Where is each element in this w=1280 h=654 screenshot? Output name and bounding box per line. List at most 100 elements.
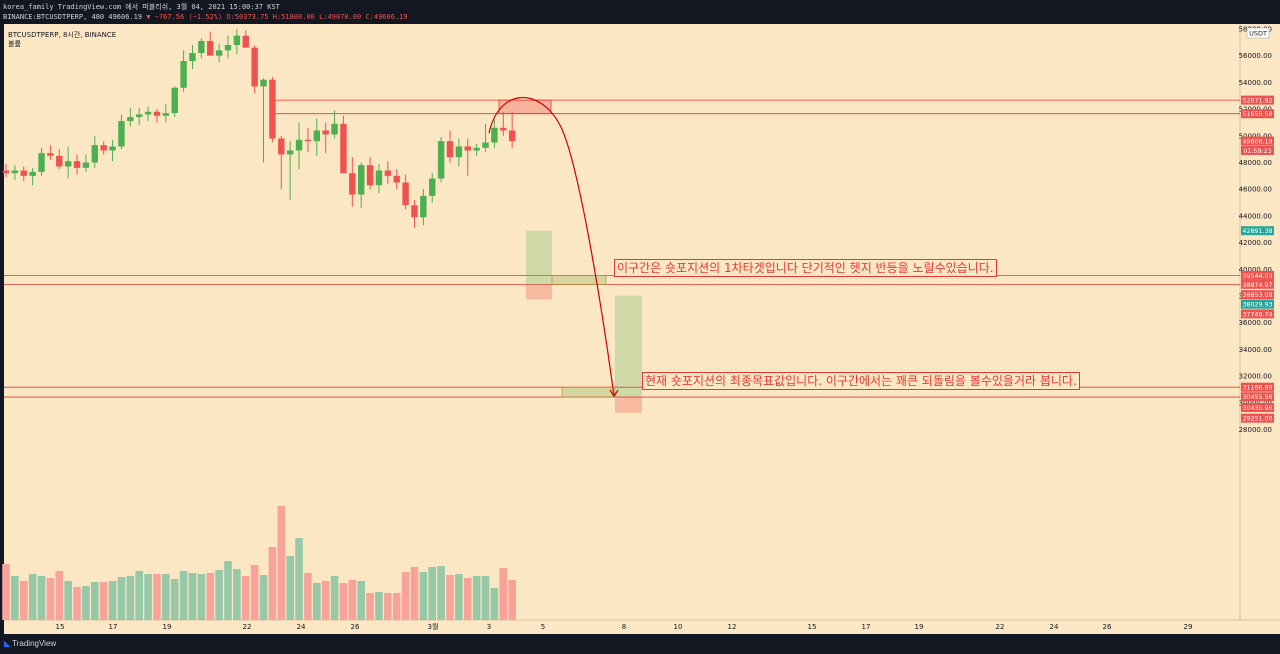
candle-body: [144, 111, 152, 115]
x-tick-label: 12: [728, 623, 737, 631]
ohlc-line: BINANCE:BTCUSDTPERP, 480 49606.19 ▼ −767…: [3, 12, 408, 22]
price-chart[interactable]: BTCUSDTPERP, 8시간, BINANCE볼륨28000.0030000…: [0, 24, 1280, 634]
ohlc-values: O:50373.75 H:51800.00 L:49070.00 C:49606…: [226, 13, 408, 21]
price-label-box: [1241, 299, 1274, 309]
first-target-range-box: [551, 275, 607, 285]
candle-body: [331, 123, 338, 135]
y-tick-label: 32000.00: [1239, 373, 1272, 381]
volume-bar: [455, 574, 463, 620]
volume-bar: [384, 593, 392, 620]
volume-bar: [366, 593, 374, 620]
x-tick-label: 3: [487, 623, 491, 631]
volume-bar: [419, 572, 428, 620]
plot-background: [4, 24, 1240, 620]
volume-bar: [313, 583, 321, 620]
price-axis-background: [1240, 24, 1280, 634]
volume-bar: [330, 576, 339, 620]
volume-bar: [37, 576, 46, 620]
price-label-text: 49606.19: [1242, 139, 1272, 146]
candle: [349, 157, 356, 207]
price-label-box: [1241, 226, 1274, 236]
candle: [109, 139, 116, 162]
volume-bar: [206, 573, 215, 620]
x-tick-label: 10: [674, 623, 683, 631]
candle: [446, 130, 454, 163]
volume-bar: [401, 572, 410, 620]
first-target-annotation: 이구간은 숏포지션의 1차타겟입니다 단기적인 헷지 반등을 노릴수있습니다.: [614, 259, 997, 277]
candle-body: [340, 123, 347, 174]
price-label-box: [1241, 95, 1274, 105]
x-tick-label: 5: [541, 623, 545, 631]
volume-bar: [82, 586, 90, 620]
candle: [100, 141, 107, 155]
x-tick-label: 15: [808, 623, 817, 631]
candle-body: [260, 79, 267, 87]
projection-curve: [488, 97, 615, 397]
candle: [29, 167, 36, 186]
volume-bar: [357, 581, 365, 620]
volume-bar: [179, 571, 188, 620]
x-tick-label: 15: [56, 623, 65, 631]
price-label-text: 30430.96: [1242, 405, 1272, 412]
candle-body: [482, 142, 489, 148]
x-tick-label: 29: [1184, 623, 1193, 631]
header-bar: korea_family TradingView.com 에서 퍼블리쉬, 3월…: [0, 0, 1280, 24]
candle-body: [295, 139, 303, 151]
candle: [304, 127, 312, 152]
volume-bar: [73, 587, 81, 620]
candle-body: [153, 111, 161, 116]
volume-bar: [91, 582, 99, 620]
y-tick-label: 46000.00: [1239, 186, 1272, 194]
final-target-annotation: 현재 숏포지션의 최종목표값입니다. 이구간에서는 꽤큰 되돌림을 볼수있을거라…: [642, 372, 1080, 390]
price-label-text: 38029.93: [1242, 302, 1272, 309]
price-label-box: [1241, 413, 1274, 423]
volume-bar: [472, 576, 481, 620]
x-tick-label: 24: [1050, 623, 1059, 631]
volume-bar: [277, 506, 286, 620]
candle-body: [429, 178, 436, 196]
candle: [491, 119, 498, 148]
candle: [189, 45, 196, 70]
candle-body: [118, 121, 125, 147]
chart-symbol-title: BTCUSDTPERP, 8시간, BINANCE: [8, 30, 116, 39]
candle: [73, 154, 81, 175]
x-tick-label: 22: [996, 623, 1005, 631]
candle-body: [286, 150, 294, 155]
price-label-text: 52671.82: [1242, 98, 1272, 105]
x-tick-label: 26: [351, 623, 360, 631]
volume-bar: [144, 574, 152, 620]
price-label-box: [1241, 136, 1274, 146]
x-tick-label: 24: [297, 623, 306, 631]
tradingview-logo[interactable]: ◣ TradingView: [4, 639, 56, 648]
candle: [224, 35, 232, 59]
candle-body: [11, 170, 19, 174]
candle: [278, 135, 285, 190]
volume-bar: [233, 569, 241, 620]
volume-bar: [490, 588, 499, 620]
candle-body: [215, 50, 223, 56]
candle-body: [233, 35, 241, 46]
candle: [402, 174, 409, 210]
volume-bar: [135, 571, 143, 620]
candle-body: [242, 35, 249, 48]
candle: [322, 122, 329, 154]
candle: [366, 157, 374, 190]
volume-bar: [481, 576, 490, 620]
candle: [473, 143, 480, 156]
candle-body: [251, 47, 258, 87]
projection-arrowhead: [609, 389, 619, 398]
candle-body: [189, 53, 196, 62]
price-label-text: 29251.00: [1242, 416, 1272, 423]
candle-body: [171, 87, 178, 114]
volume-bar: [153, 574, 161, 620]
volume-bar: [2, 564, 10, 620]
volume-bar: [28, 574, 37, 620]
final-target-range-box: [561, 386, 616, 398]
candle-body: [207, 41, 214, 56]
price-label-box: [1241, 382, 1274, 392]
candle: [411, 199, 418, 228]
x-tick-label: 22: [243, 623, 252, 631]
candle: [171, 86, 178, 118]
candle: [47, 145, 54, 160]
price-label-text: 30455.56: [1242, 394, 1272, 401]
